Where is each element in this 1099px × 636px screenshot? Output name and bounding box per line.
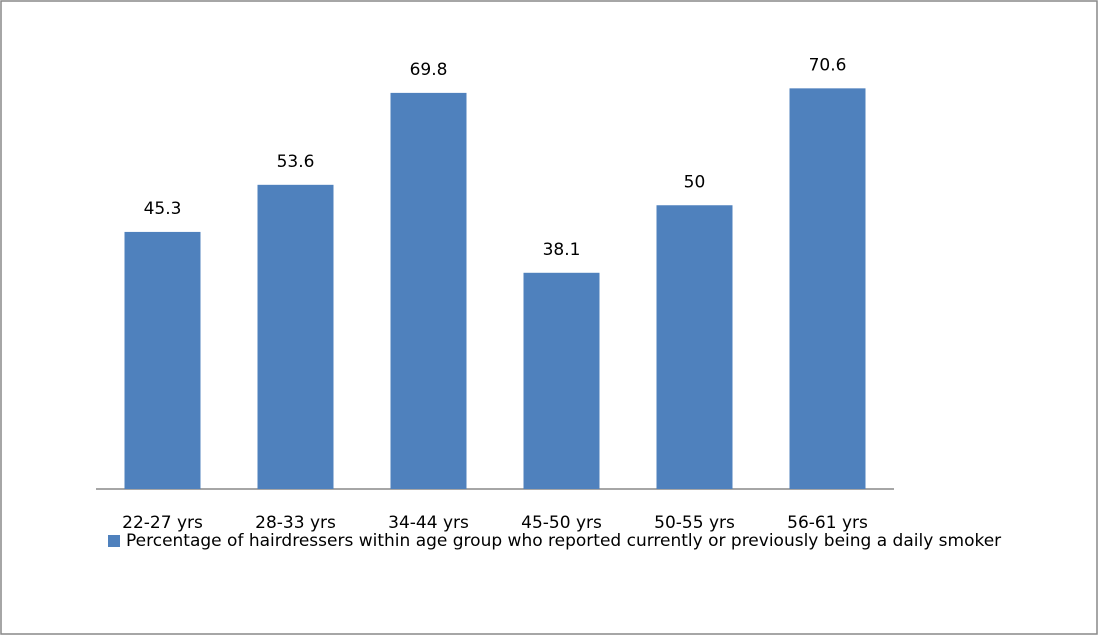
x-tick-label: 50-55 yrs bbox=[654, 513, 735, 533]
x-tick-label: 22-27 yrs bbox=[122, 513, 203, 533]
data-label: 53.6 bbox=[277, 152, 315, 172]
bar bbox=[124, 231, 201, 490]
legend: Percentage of hairdressers within age gr… bbox=[108, 528, 1028, 554]
legend-label: Percentage of hairdressers within age gr… bbox=[126, 531, 1002, 551]
x-tick-label: 45-50 yrs bbox=[521, 513, 602, 533]
x-tick-label: 56-61 yrs bbox=[787, 513, 868, 533]
data-label: 70.6 bbox=[809, 55, 847, 75]
x-tick-label: 28-33 yrs bbox=[255, 513, 336, 533]
data-label: 45.3 bbox=[144, 199, 182, 219]
bar bbox=[523, 272, 600, 489]
legend-key bbox=[108, 535, 120, 547]
bar bbox=[789, 88, 866, 489]
bar bbox=[656, 205, 733, 489]
x-tick-label: 34-44 yrs bbox=[388, 513, 469, 533]
bar bbox=[257, 184, 334, 489]
data-label: 38.1 bbox=[543, 240, 581, 260]
bar bbox=[390, 92, 467, 489]
data-label: 69.8 bbox=[410, 60, 448, 80]
data-label: 50 bbox=[684, 172, 706, 192]
